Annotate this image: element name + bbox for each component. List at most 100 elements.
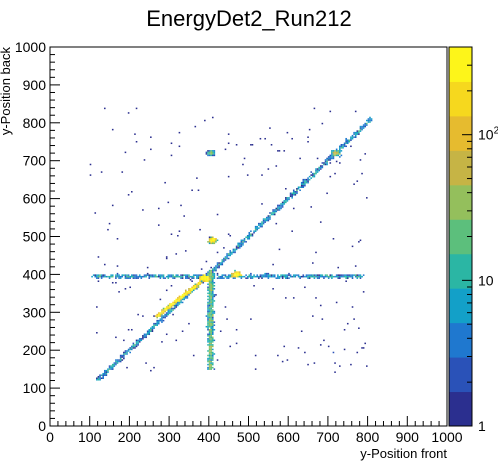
heatmap-cell [310, 275, 313, 278]
heatmap-cell [359, 275, 362, 278]
heatmap-cell [326, 274, 328, 276]
heatmap-cell [153, 322, 155, 325]
heatmap-cell [137, 342, 139, 345]
heatmap-cell [132, 342, 135, 345]
heatmap-cell [302, 178, 305, 181]
heatmap-cell [367, 119, 370, 122]
heatmap-cell [297, 275, 300, 278]
heatmap-cell [119, 275, 122, 278]
heatmap-cell [175, 253, 178, 255]
heatmap-cell [207, 304, 209, 307]
heatmap-cell [151, 274, 154, 276]
heatmap-cell [208, 335, 211, 337]
heatmap-cell [256, 274, 259, 276]
heatmap-cell [164, 277, 166, 279]
heatmap-cell [135, 274, 138, 276]
heatmap-cell [334, 371, 336, 373]
heatmap-cell [162, 275, 165, 278]
heatmap-cell [299, 189, 301, 192]
heatmap-cell [356, 130, 359, 132]
heatmap-cell [262, 219, 265, 222]
heatmap-cell [285, 198, 287, 201]
heatmap-cell [270, 144, 273, 146]
heatmap-cell [210, 291, 212, 293]
heatmap-cell [307, 178, 309, 181]
heatmap-cell [96, 275, 98, 278]
heatmap-cell [315, 251, 317, 254]
heatmap-cell [267, 219, 270, 222]
heatmap-cell [210, 338, 212, 340]
color-scale-segment [449, 391, 472, 427]
heatmap-cell [329, 274, 332, 276]
heatmap-cell [351, 277, 354, 279]
heatmap-cell [140, 339, 143, 342]
heatmap-cell [353, 274, 355, 276]
heatmap-cell [165, 275, 168, 278]
heatmap-cell [119, 354, 122, 357]
heatmap-cell [288, 274, 290, 276]
heatmap-cell [210, 363, 212, 366]
heatmap-cell [170, 142, 173, 145]
heatmap-cell [145, 362, 147, 364]
heatmap-cell [211, 154, 214, 157]
heatmap-cell [210, 278, 212, 281]
heatmap-cell [307, 274, 309, 276]
heatmap-cell [118, 291, 120, 293]
heatmap-cell [132, 275, 135, 278]
heatmap-cell [353, 136, 355, 138]
heatmap-cell [305, 181, 308, 184]
heatmap-cell [327, 157, 330, 160]
heatmap-cell [210, 275, 212, 278]
heatmap-cell [105, 275, 108, 278]
heatmap-cell [169, 304, 171, 307]
heatmap-cell [361, 172, 363, 175]
heatmap-cell [269, 212, 271, 214]
heatmap-cell [210, 285, 212, 287]
heatmap-cell [208, 319, 211, 322]
heatmap-cell [235, 342, 238, 345]
heatmap-cell [207, 275, 209, 278]
heatmap-cell [323, 163, 325, 166]
heatmap-cell [345, 277, 347, 279]
heatmap-cell [165, 289, 168, 292]
heatmap-cell [173, 275, 176, 278]
heatmap-cell [208, 153, 211, 155]
heatmap-cell [150, 274, 152, 276]
heatmap-cell [130, 345, 133, 348]
heatmap-cell [207, 289, 209, 292]
heatmap-cell [300, 181, 303, 184]
heatmap-cell [99, 274, 101, 276]
heatmap-cell [213, 150, 216, 152]
heatmap-cell [277, 274, 279, 276]
heatmap-cell [91, 275, 93, 278]
heatmap-cell [150, 327, 152, 329]
x-tick-label: 0 [46, 429, 54, 445]
heatmap-cell [189, 291, 192, 293]
heatmap-cell [170, 307, 173, 310]
heatmap-cell [250, 144, 252, 146]
heatmap-cell [167, 304, 170, 307]
heatmap-cell [238, 245, 241, 248]
heatmap-cell [329, 154, 332, 157]
heatmap-cell [358, 327, 360, 329]
heatmap-cell [156, 324, 158, 326]
heatmap-cell [205, 153, 208, 155]
heatmap-cell [210, 351, 212, 354]
heatmap-cell [140, 277, 143, 279]
heatmap-cell [265, 216, 268, 219]
heatmap-cell [267, 275, 270, 278]
heatmap-cell [337, 277, 340, 279]
heatmap-cell [207, 310, 209, 313]
heatmap-cell [107, 371, 109, 373]
heatmap-cell [213, 238, 216, 240]
heatmap-cell [200, 280, 203, 282]
heatmap-cell [318, 166, 320, 169]
heatmap-cell [161, 315, 163, 317]
heatmap-cell [142, 209, 144, 211]
heatmap-cell [345, 145, 347, 148]
heatmap-cell [164, 181, 166, 184]
heatmap-cell [221, 259, 224, 261]
heatmap-cell [370, 118, 373, 120]
heatmap-cell [211, 238, 214, 240]
heatmap-cell [326, 160, 328, 163]
